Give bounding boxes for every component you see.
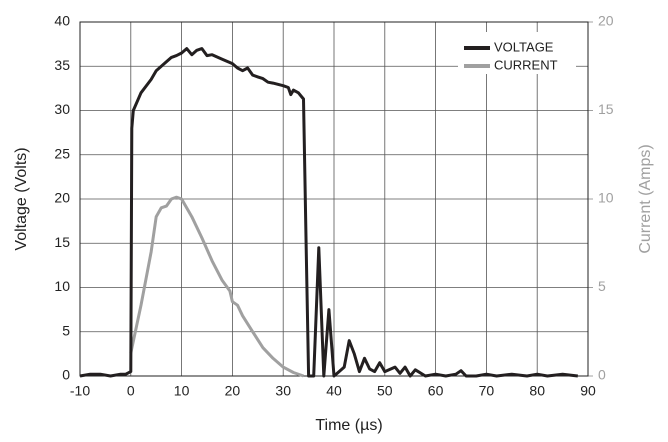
x-tick-label: 10 [174, 383, 190, 399]
series-line [79, 47, 578, 378]
y-tick-label: 10 [54, 278, 70, 294]
legend-label: VOLTAGE [494, 39, 554, 54]
x-tick-label: 30 [275, 383, 291, 399]
x-tick-label: 60 [428, 383, 444, 399]
x-axis-label: Time (µs) [315, 417, 382, 434]
y2-tick-label: 20 [598, 13, 614, 29]
x-tick-label: 70 [479, 383, 495, 399]
series-line [129, 195, 304, 378]
x-tick-label: 50 [377, 383, 393, 399]
x-tick-label: 40 [326, 383, 342, 399]
y-tick-label: 40 [54, 13, 70, 29]
y2-axis-label: Current (Amps) [637, 144, 654, 253]
y-tick-label: 30 [54, 101, 70, 117]
y2-tick-label: 10 [598, 190, 614, 206]
legend-label: CURRENT [494, 57, 558, 72]
y-tick-label: 5 [62, 322, 70, 338]
x-tick-label: -10 [70, 383, 90, 399]
x-tick-label: 80 [529, 383, 545, 399]
y-tick-label: 35 [54, 57, 70, 73]
y-tick-label: 20 [54, 190, 70, 206]
y-tick-label: 0 [62, 367, 70, 383]
x-tick-label: 20 [225, 383, 241, 399]
y-tick-label: 25 [54, 145, 70, 161]
y-axis-label: Voltage (Volts) [13, 147, 30, 250]
x-tick-label: 0 [127, 383, 135, 399]
y2-tick-label: 5 [598, 278, 606, 294]
y-tick-label: 15 [54, 234, 70, 250]
y2-tick-label: 15 [598, 101, 614, 117]
y2-tick-label: 0 [598, 367, 606, 383]
x-tick-label: 90 [580, 383, 596, 399]
